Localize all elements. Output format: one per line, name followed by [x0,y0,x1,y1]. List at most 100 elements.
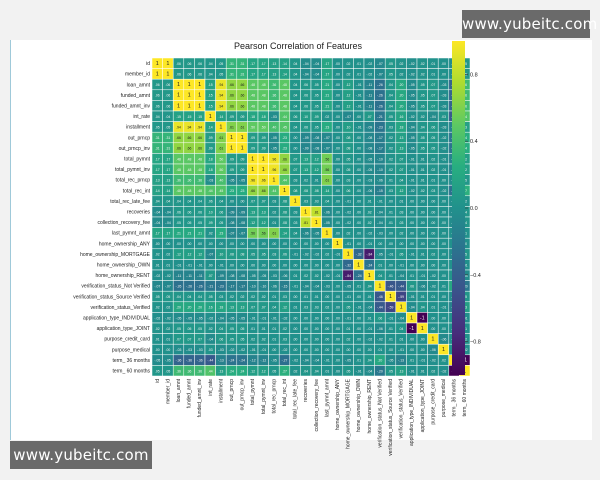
cell-value-label: .20 [399,94,404,98]
cell-value-label: .31 [229,62,234,66]
cell-value-label: .48 [261,94,266,98]
cell-value-label: -.08 [366,136,372,140]
cell-value-label: -.01 [441,168,447,172]
frame-left-border [10,40,11,440]
cell-value-label: -.02 [313,253,319,257]
cell-value-label: .12 [346,94,351,98]
cell-value-label: .66 [250,189,255,193]
cell-value-label: .00 [356,295,361,299]
cell-value-label: .13 [261,210,266,214]
cell-value-label: -.05 [229,179,235,183]
colorbar-ticks: 0.8 0.4 0.0 −0.4 −0.8 [465,72,481,346]
cell-value-label: 1 [230,146,233,152]
cell-value-label: .00 [388,348,393,352]
cell-value-label: .04 [388,94,393,98]
y-tick-label: verification_status_Verified [91,305,151,311]
cell-value-label: .05 [187,221,192,225]
cell-value-label: -.05 [271,147,277,151]
cell-value-label: .09 [208,221,213,225]
cell-value-label: .01 [356,73,361,77]
cell-value-label: -.04 [366,306,372,310]
cell-value-label: .04 [399,327,404,331]
cell-value-label: .00 [314,242,319,246]
y-tick-label: home_ownership_ANY [99,241,151,247]
cell-value-label: .02 [388,147,393,151]
cell-value-label: .06 [176,73,181,77]
cell-value-label: -.02 [154,274,160,278]
cell-value-label: .18 [399,126,404,130]
cell-value-label: .00 [325,338,330,342]
y-tick-label: term_ 36 months [112,358,150,364]
cell-value-label: .06 [303,83,308,87]
cell-value-label: .00 [441,274,446,278]
cell-value-label: .20 [378,359,383,363]
cell-value-label: .08 [282,200,287,204]
cell-value-label: -.01 [409,179,415,183]
colorbar-tick-label: −0.4 [470,273,481,279]
cell-value-label: -.10 [260,285,266,289]
cell-value-label: .13 [303,157,308,161]
cell-value-label: .18 [261,115,266,119]
cell-value-label: -.02 [441,147,447,151]
watermark-bottom: www.yubeitc.com [10,441,152,469]
cell-value-label: .12 [176,253,181,257]
cell-value-label: .00 [441,327,446,331]
cell-value-label: .06 [197,62,202,66]
cell-value-label: .13 [272,73,277,77]
cell-value-label: -.04 [398,274,404,278]
cell-value-label: .01 [325,369,330,373]
cell-value-label: -.01 [292,253,298,257]
cell-value-label: .00 [420,348,425,352]
cell-value-label: -.01 [176,263,182,267]
cell-value-label: -.08 [313,136,319,140]
cell-value-label: .01 [166,263,171,267]
cell-value-label: .01 [166,338,171,342]
cell-value-label: .07 [197,338,202,342]
cell-value-label: .05 [219,73,224,77]
cell-value-label: .00 [155,348,160,352]
cell-value-label: .00 [335,200,340,204]
cell-value-label: -.04 [154,221,160,225]
x-tick-label: total_pymnt_inv [261,379,267,415]
cell-value-label: -.26 [377,104,383,108]
cell-value-label: .06 [155,94,160,98]
cell-value-label: .00 [240,263,245,267]
cell-value-label: .05 [346,369,351,373]
cell-value-label: 1 [272,178,275,184]
y-tick-label: home_ownership_MORTGAGE [80,252,151,258]
cell-value-label: .01 [431,62,436,66]
colorbar-gradient [452,41,465,375]
cell-value-label: -.11 [197,274,203,278]
cell-value-label: .50 [219,168,224,172]
cell-value-label: .00 [325,316,330,320]
cell-value-label: .07 [431,104,436,108]
cell-value-label: -.27 [282,359,288,363]
cell-value-label: .08 [314,189,319,193]
cell-value-label: .09 [240,168,245,172]
cell-value-label: .00 [356,147,361,151]
cell-value-label: -.04 [313,62,319,66]
cell-value-label: .50 [250,126,255,130]
cell-value-label: .31 [155,147,160,151]
cell-value-label: .00 [208,263,213,267]
cell-value-label: .02 [346,232,351,236]
cell-value-label: -.04 [303,73,309,77]
cell-value-label: .96 [272,168,277,172]
cell-value-label: .01 [431,73,436,77]
cell-value-label: .00 [166,242,171,246]
cell-value-label: .01 [388,274,393,278]
cell-value-label: .00 [293,295,298,299]
cell-value-label: .09 [229,157,234,161]
cell-value-label: .01 [409,359,414,363]
cell-value-label: .07 [399,157,404,161]
cell-value-label: .05 [314,104,319,108]
cell-value-label: .05 [420,104,425,108]
cell-value-label: .00 [325,348,330,352]
cell-value-label: -.05 [366,168,372,172]
cell-value-label: .00 [409,242,414,246]
cell-value-label: .01 [272,295,277,299]
cell-value-label: .00 [356,168,361,172]
cell-value-label: .09 [229,168,234,172]
cell-value-label: .48 [176,168,181,172]
cell-value-label: .61 [272,232,277,236]
